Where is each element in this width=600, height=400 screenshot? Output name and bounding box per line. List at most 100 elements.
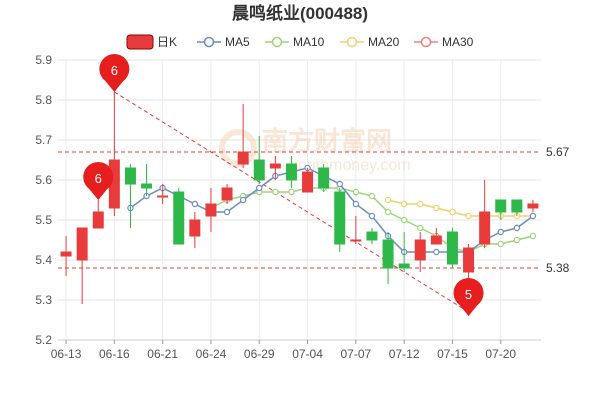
candle (318, 164, 330, 192)
ma10-point (384, 208, 392, 216)
annotation-pin: 5 (453, 278, 484, 316)
candle-body (334, 191, 346, 245)
ma10-point (288, 188, 295, 196)
candle (479, 180, 491, 248)
candle-body (350, 239, 362, 242)
annotation-pin-shape (99, 54, 130, 92)
candle-body (495, 199, 507, 213)
candle (205, 188, 217, 232)
ma10-point (497, 240, 504, 248)
annotation-pin-label: 5 (465, 287, 472, 302)
candle (334, 188, 346, 252)
candle-body (92, 211, 104, 229)
x-tick-label: 07-07 (340, 347, 371, 361)
candle-body (527, 203, 539, 209)
legend-item[interactable]: MA10 (265, 35, 325, 49)
reference-line-label: 5.67 (546, 145, 570, 159)
ma5-point (191, 200, 199, 208)
candles (60, 92, 539, 316)
ma20-point (433, 204, 440, 212)
candle-body (269, 163, 281, 169)
y-tick-label: 5.2 (35, 333, 52, 347)
candle-body (366, 231, 378, 241)
candle (76, 227, 88, 304)
legend-label: MA5 (225, 35, 250, 49)
legend-item[interactable]: MA20 (340, 35, 400, 49)
trend-line (114, 91, 469, 313)
ma20-point (417, 200, 424, 208)
legend-item[interactable]: 日K (126, 34, 177, 50)
y-tick-label: 5.6 (35, 173, 52, 187)
x-tick-label: 06-29 (244, 347, 275, 361)
y-tick-label: 5.3 (35, 293, 52, 307)
ma5-line (130, 167, 534, 253)
candle-body (463, 247, 475, 273)
candle (382, 232, 394, 284)
candle (108, 92, 120, 216)
ma5-point (529, 212, 537, 220)
ma5-point (239, 196, 247, 204)
candle-body (285, 163, 297, 181)
candle-body (60, 251, 72, 257)
candle-body (237, 151, 249, 165)
annotation-pin-shape (83, 161, 114, 200)
trend-line-segment (114, 91, 469, 313)
candle (92, 200, 104, 229)
y-tick-label: 5.8 (35, 93, 52, 107)
y-tick-label: 5.5 (35, 213, 52, 227)
legend-swatch-dot (203, 36, 215, 48)
candle (495, 199, 507, 220)
x-tick-label: 06-24 (196, 347, 227, 361)
candle (253, 136, 265, 184)
watermark: 南方财富网 southmoney.com (219, 126, 411, 174)
candle (430, 228, 442, 245)
legend-item[interactable]: MA30 (414, 35, 474, 49)
annotation-pins: 6 6 5 (83, 54, 484, 316)
ma10-point (417, 224, 424, 232)
y-tick-label: 5.9 (35, 53, 52, 67)
candle-body (382, 239, 394, 269)
candle (173, 188, 185, 245)
annotation-pin-shape (453, 278, 484, 316)
candle (527, 200, 539, 212)
x-tick-label: 06-16 (99, 347, 130, 361)
x-tick-label: 06-21 (147, 347, 178, 361)
ma20-point (400, 200, 408, 208)
ma10-point (272, 188, 279, 196)
candle (221, 184, 233, 204)
candle (269, 156, 281, 180)
candle-body (511, 199, 523, 213)
candle-body (253, 159, 265, 181)
candle-body (221, 187, 233, 201)
annotation-pin-label: 6 (95, 171, 102, 186)
x-tick-label: 07-12 (389, 347, 420, 361)
legend-swatch-dot (346, 36, 358, 48)
candle (511, 199, 523, 216)
candle (398, 232, 410, 272)
annotation-pin: 6 (99, 54, 130, 92)
candle (350, 216, 362, 244)
moving-average-lines (127, 164, 537, 256)
legend[interactable]: 日K MA5 MA10 MA20 MA30 (126, 34, 474, 50)
candle-body (430, 235, 442, 245)
candle-body (414, 239, 426, 261)
legend-swatch (126, 34, 154, 50)
x-tick-label: 07-04 (292, 347, 323, 361)
ma5-point (433, 248, 440, 256)
legend-label: MA20 (368, 35, 400, 49)
reference-lines: 5.67 5.38 (58, 145, 570, 275)
ma10-point (529, 232, 537, 240)
candle (366, 228, 378, 244)
annotation-pin-label: 6 (111, 63, 118, 78)
ma5-point (352, 200, 360, 208)
candle (446, 228, 458, 268)
y-axis: 5.2 5.3 5.4 5.5 5.6 5.7 5.8 5.9 (35, 53, 52, 347)
legend-item[interactable]: MA5 (197, 35, 250, 49)
ma20-point (449, 208, 456, 216)
candle-body (173, 191, 185, 245)
legend-label: MA30 (442, 35, 474, 49)
reference-line-label: 5.38 (546, 261, 570, 275)
candle-body (124, 167, 136, 185)
ma5-point (223, 208, 231, 216)
